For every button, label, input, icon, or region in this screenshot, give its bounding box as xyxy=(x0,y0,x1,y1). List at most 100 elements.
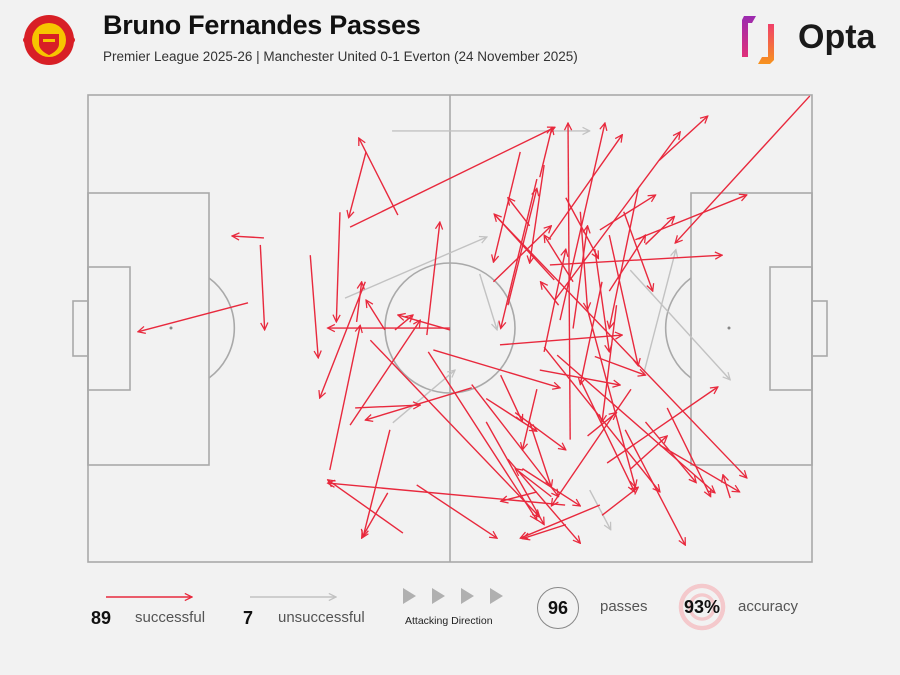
unsuccessful-pass-arrow xyxy=(642,250,676,376)
right-penalty-box xyxy=(690,192,813,466)
left-penalty-spot xyxy=(169,326,173,330)
successful-pass-arrow xyxy=(530,164,545,263)
accuracy-badge: 93% xyxy=(678,583,726,631)
chart-title: Bruno Fernandes Passes xyxy=(103,10,421,40)
successful-pass-arrow xyxy=(494,214,555,281)
successful-pass-arrow xyxy=(675,95,811,243)
opta-wordmark: Opta xyxy=(798,18,876,56)
successful-pass-arrow xyxy=(492,226,551,283)
successful-pass-arrow xyxy=(427,351,537,520)
manchester-united-crest-logo xyxy=(23,15,75,65)
successful-pass-arrow xyxy=(394,315,413,331)
successful-pass-arrow xyxy=(587,413,617,437)
successful-pass-arrow xyxy=(579,379,634,492)
successful-pass-arrow xyxy=(320,281,366,398)
successful-pass-arrow xyxy=(572,226,587,329)
successful-pass-arrow xyxy=(426,222,440,336)
successful-pass-arrow xyxy=(515,469,552,498)
successful-pass-arrow xyxy=(623,211,653,291)
successful-count: 89 xyxy=(91,608,112,628)
successful-pass-arrow xyxy=(594,355,646,376)
successful-pass-arrow xyxy=(522,523,567,539)
successful-pass-arrow xyxy=(501,178,538,328)
successful-pass-arrow xyxy=(493,151,521,262)
successful-pass-arrow xyxy=(568,123,570,440)
successful-pass-arrow xyxy=(363,429,391,537)
successful-pass-arrow xyxy=(594,249,609,352)
successful-pass-arrow xyxy=(355,405,420,408)
successful-pass-arrow xyxy=(309,255,318,358)
right-goal xyxy=(811,300,828,357)
successful-pass-arrow xyxy=(433,349,560,388)
successful-pass-arrow xyxy=(499,335,622,346)
successful-pass-arrow xyxy=(369,339,539,517)
successful-pass-arrow xyxy=(522,468,580,506)
successful-pass-arrow xyxy=(500,374,523,422)
successful-pass-arrow xyxy=(329,325,360,471)
successful-pass-arrow xyxy=(608,234,638,366)
successful-pass-arrow xyxy=(336,212,340,322)
unsuccessful-count: 7 xyxy=(243,608,254,628)
direction-triangle-icon xyxy=(461,588,474,604)
successful-pass-arrow xyxy=(586,309,636,487)
successful-pass-arrow xyxy=(608,235,645,292)
attacking-direction-triangles xyxy=(403,588,503,604)
successful-passes xyxy=(138,95,811,545)
right-penalty-spot xyxy=(727,326,731,330)
unsuccessful-pass-arrow xyxy=(589,489,611,530)
successful-pass-arrow xyxy=(547,135,622,241)
direction-triangle-icon xyxy=(403,588,416,604)
successful-pass-arrow xyxy=(494,214,747,478)
successful-pass-arrow xyxy=(359,138,399,216)
successful-pass-arrow xyxy=(522,389,538,450)
unsuccessful-pass-arrow xyxy=(629,269,730,380)
successful-pass-arrow xyxy=(507,188,537,306)
successful-pass-arrow xyxy=(501,491,538,501)
successful-pass-arrow xyxy=(609,188,639,328)
successful-pass-arrow xyxy=(601,487,638,516)
successful-pass-arrow xyxy=(559,123,605,321)
successful-pass-arrow xyxy=(365,387,472,420)
successful-pass-arrow xyxy=(514,411,566,450)
successful-pass-arrow xyxy=(606,387,718,464)
unsuccessful-pass-arrow xyxy=(479,273,497,330)
successful-pass-arrow xyxy=(471,384,559,497)
direction-triangle-icon xyxy=(432,588,445,604)
successful-pass-arrow xyxy=(635,195,746,241)
unsuccessful-pass-arrow xyxy=(344,237,487,299)
successful-pass-arrow xyxy=(362,492,389,538)
passes-label: passes xyxy=(600,598,648,615)
successful-pass-arrow xyxy=(544,235,574,283)
successful-pass-arrow xyxy=(666,407,710,497)
successful-pass-arrow xyxy=(599,195,656,231)
successful-pass-arrow xyxy=(349,127,555,228)
successful-pass-arrow xyxy=(543,249,566,352)
successful-pass-arrow xyxy=(580,281,603,385)
unsuccessful-label: unsuccessful xyxy=(278,609,365,626)
successful-pass-arrow xyxy=(328,480,404,534)
successful-pass-arrow xyxy=(723,475,731,499)
successful-pass-arrow xyxy=(551,388,632,506)
left-six-yard-box xyxy=(87,266,131,391)
successful-pass-arrow xyxy=(549,255,722,266)
direction-triangle-icon xyxy=(490,588,503,604)
right-six-yard-box xyxy=(769,266,813,391)
right-penalty-arc xyxy=(664,277,692,379)
accuracy-label: accuracy xyxy=(738,598,799,615)
chart-subtitle: Premier League 2025-26 | Manchester Unit… xyxy=(103,49,578,64)
opta-logo xyxy=(742,16,774,64)
successful-pass-arrow xyxy=(541,282,560,306)
successful-pass-arrow xyxy=(259,244,264,330)
successful-pass-arrow xyxy=(508,198,531,227)
successful-pass-arrow xyxy=(659,444,740,492)
successful-pass-arrow xyxy=(485,397,537,432)
successful-pass-arrow xyxy=(398,315,451,331)
total-passes-badge: 96 xyxy=(537,587,579,629)
successful-pass-arrow xyxy=(416,484,497,538)
successful-pass-arrow xyxy=(232,236,264,238)
pitch-markings xyxy=(72,94,828,563)
left-penalty-arc xyxy=(208,277,236,379)
attacking-direction-label: Attacking Direction xyxy=(405,615,493,627)
successful-pass-arrow xyxy=(579,211,587,310)
